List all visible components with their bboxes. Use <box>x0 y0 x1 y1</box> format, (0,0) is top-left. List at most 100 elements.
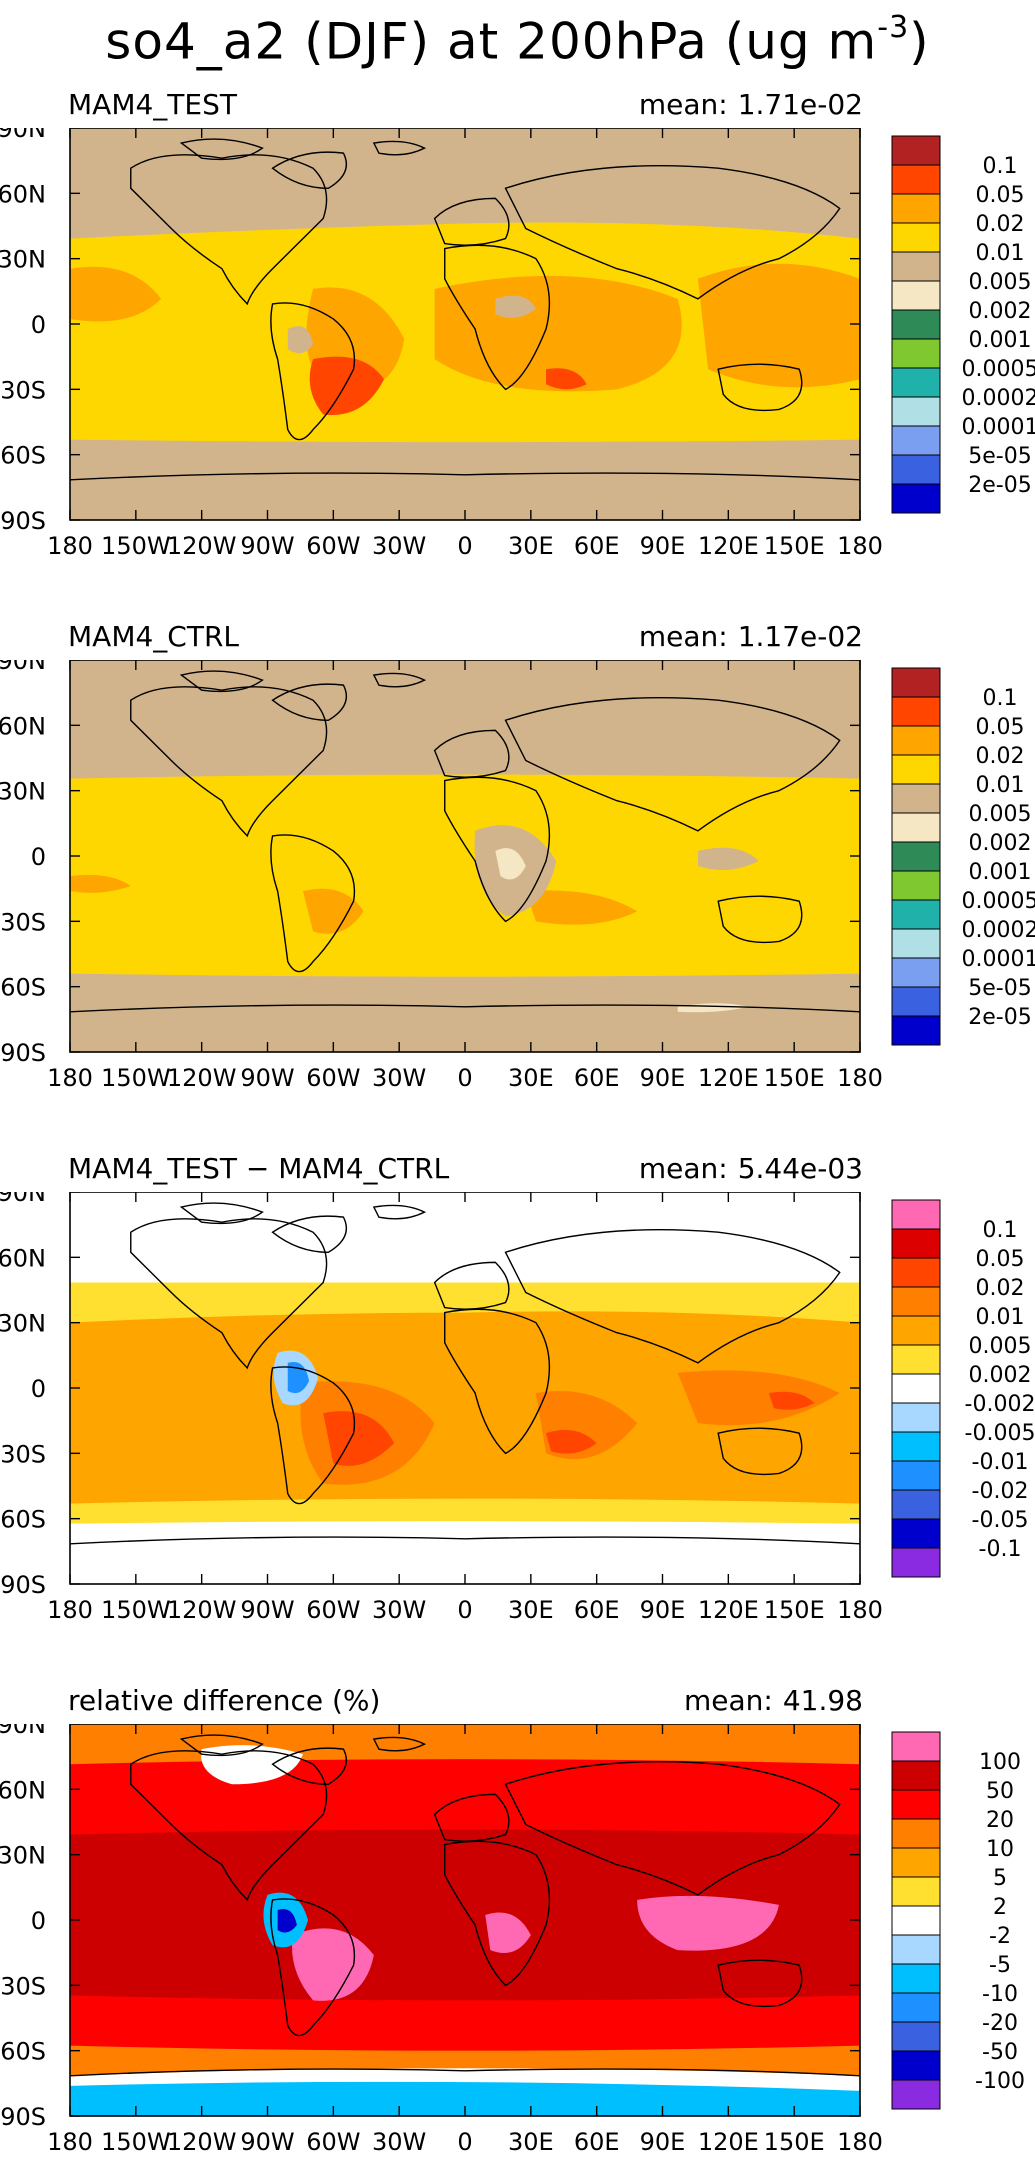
panel-difference: MAM4_TEST − MAM4_CTRL mean: 5.44e-03 180 1… <box>0 1152 1035 1632</box>
coastline <box>70 1004 860 1013</box>
x-tick-label: 30E <box>508 532 554 560</box>
contour-field <box>70 874 638 934</box>
x-tick-label: 90E <box>640 532 686 560</box>
contour-field <box>70 1192 860 1585</box>
colorbar-label: 0.01 <box>976 1305 1025 1330</box>
colorbar-swatch <box>891 1818 941 1849</box>
x-tick-label: 90W <box>240 532 294 560</box>
y-tick-label: 30S <box>0 1972 46 2000</box>
panel-label: MAM4_TEST − MAM4_CTRL <box>68 1152 450 1185</box>
colorbar-swatch <box>891 135 941 166</box>
panel-label: MAM4_CTRL <box>68 620 239 653</box>
colorbar-label: -0.002 <box>965 1392 1035 1417</box>
colorbar-swatch <box>891 280 941 311</box>
x-tick-label: 60E <box>574 2128 620 2156</box>
colorbar-label: 50 <box>986 1779 1014 1804</box>
y-tick-label: 90N <box>0 1724 46 1739</box>
contour-field <box>70 263 860 392</box>
colorbar-label: 20 <box>986 1808 1014 1833</box>
colorbar-label: 0.005 <box>969 1334 1032 1359</box>
x-tick-label: 150W <box>101 1064 171 1092</box>
map-fields <box>70 660 860 1053</box>
colorbar-label: 5 <box>993 1866 1007 1891</box>
x-tick-label: 120W <box>167 532 237 560</box>
x-tick-label: 0 <box>457 532 472 560</box>
colorbar-swatch <box>891 841 941 872</box>
y-tick-label: 60S <box>0 974 46 1002</box>
colorbar-label: -100 <box>975 2069 1025 2094</box>
coastline <box>271 1215 348 1254</box>
x-tick-label: 30E <box>508 2128 554 2156</box>
colorbar-label: 0.0002 <box>962 918 1035 943</box>
x-tick-label: 60W <box>306 1064 360 1092</box>
colorbar-label: 0.02 <box>976 1276 1025 1301</box>
x-tick-label: 60E <box>574 532 620 560</box>
colorbar-label: 100 <box>979 1750 1021 1775</box>
colorbar-label: 0.005 <box>969 802 1032 827</box>
x-tick-label: 120W <box>167 1064 237 1092</box>
colorbar-swatch <box>891 309 941 340</box>
colorbar-label: -5 <box>989 1953 1011 1978</box>
colorbar-swatch <box>891 1373 941 1404</box>
colorbar-swatch <box>891 870 941 901</box>
colorbar-swatch <box>891 454 941 485</box>
x-tick-label: 150W <box>101 2128 171 2156</box>
colorbar-label: 0.1 <box>983 154 1018 179</box>
x-tick-label: 180 <box>47 2128 93 2156</box>
colorbar-swatch <box>891 251 941 282</box>
y-tick-label: 0 <box>31 1375 46 1403</box>
x-tick-label: 180 <box>837 1064 883 1092</box>
coastline <box>504 696 841 832</box>
x-tick-label: 150W <box>101 1596 171 1624</box>
colorbar-label: 0.002 <box>969 1363 1032 1388</box>
colorbar-label: 0.001 <box>969 860 1032 885</box>
y-tick-label: 90S <box>0 2103 46 2131</box>
x-tick-label: 120E <box>698 1064 759 1092</box>
coastline <box>717 1959 803 2008</box>
y-tick-label: 0 <box>31 843 46 871</box>
x-tick-label: 90W <box>240 1596 294 1624</box>
y-tick-label: 30S <box>0 376 46 404</box>
x-tick-label: 150E <box>764 1064 825 1092</box>
coastline <box>717 1427 803 1476</box>
colorbar-swatch <box>891 1905 941 1936</box>
colorbar-swatch <box>891 812 941 843</box>
colorbar-label: -20 <box>982 2011 1018 2036</box>
y-tick-label: 90S <box>0 1571 46 1599</box>
coastline <box>271 683 348 722</box>
x-tick-label: 150E <box>764 2128 825 2156</box>
colorbar-swatch <box>891 1402 941 1433</box>
x-tick-label: 180 <box>47 1596 93 1624</box>
coastline <box>444 244 551 391</box>
colorbar-label: 0.002 <box>969 299 1032 324</box>
x-tick-label: 30W <box>372 532 426 560</box>
y-tick-label: 60N <box>0 1244 46 1272</box>
colorbar-label: -0.05 <box>972 1508 1029 1533</box>
y-tick-label: 60N <box>0 180 46 208</box>
x-tick-label: 120W <box>167 2128 237 2156</box>
y-tick-label: 60N <box>0 712 46 740</box>
colorbar-label: 2 <box>993 1895 1007 1920</box>
colorbar-swatch <box>891 1992 941 2023</box>
coastline <box>717 363 803 412</box>
coastline <box>444 1840 551 1987</box>
colorbar-label: 0.002 <box>969 831 1032 856</box>
x-tick-label: 30E <box>508 1064 554 1092</box>
coastline <box>179 670 427 693</box>
contour-field <box>70 774 860 977</box>
coastline <box>179 1202 427 1225</box>
contour-field <box>70 1745 860 2117</box>
colorbar-swatch <box>891 725 941 756</box>
y-tick-label: 30N <box>0 1842 46 1870</box>
colorbar-swatch <box>891 1344 941 1375</box>
colorbar-label: 0.01 <box>976 241 1025 266</box>
contour-field <box>309 356 587 416</box>
colorbar-swatch <box>891 193 941 224</box>
x-tick-label: 120W <box>167 1596 237 1624</box>
colorbar-swatch <box>891 367 941 398</box>
colorbar-label: 0.05 <box>976 715 1025 740</box>
colorbar-swatch <box>891 396 941 427</box>
colorbar-swatch <box>891 2079 941 2110</box>
